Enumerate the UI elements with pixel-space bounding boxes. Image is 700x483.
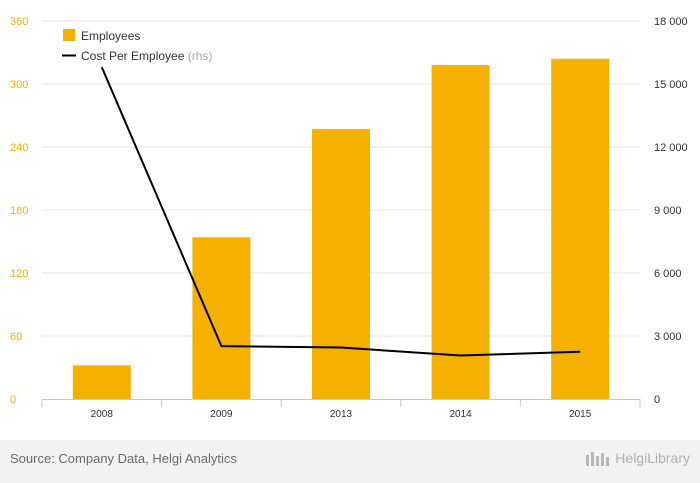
x-tick-label: 2013 xyxy=(330,409,353,420)
x-tick-label: 2014 xyxy=(449,409,472,420)
y-left-tick-label: 360 xyxy=(10,16,28,28)
y-left-tick-label: 120 xyxy=(10,268,28,280)
brand-name: HelgiLibrary xyxy=(615,450,690,466)
y-right-tick-label: 0 xyxy=(654,394,660,406)
bar xyxy=(312,129,370,399)
y-right-tick-label: 15 000 xyxy=(654,79,688,91)
legend-swatch-employees xyxy=(63,29,75,41)
footer: Source: Company Data, Helgi Analytics He… xyxy=(0,440,700,483)
y-left-tick-label: 0 xyxy=(10,394,16,406)
bar xyxy=(551,58,610,400)
y-right-tick-label: 18 000 xyxy=(654,16,688,28)
y-left-tick-label: 180 xyxy=(10,205,28,217)
brand-logo: HelgiLibrary xyxy=(585,449,690,467)
y-right-tick-label: 12 000 xyxy=(654,142,688,154)
y-left-tick-label: 60 xyxy=(10,331,22,343)
line-series xyxy=(100,66,581,357)
y-right-tick-label: 9 000 xyxy=(654,205,682,217)
x-tick-label: 2015 xyxy=(569,409,592,420)
y-right-tick-label: 3 000 xyxy=(654,331,682,343)
source-text: Source: Company Data, Helgi Analytics xyxy=(10,451,237,466)
bar xyxy=(192,237,251,399)
x-tick-label: 2009 xyxy=(210,409,233,420)
legend-label-employees: Employees xyxy=(81,29,140,43)
legend-label-cost-suffix: (rhs) xyxy=(188,49,213,63)
y-right-tick-label: 6 000 xyxy=(654,268,682,280)
chart-svg: 0 0 60 3 000 120 6 000 180 9 000 240 12 000 300 15 … xyxy=(10,16,688,420)
legend-label-cost: Cost Per Employee (rhs) xyxy=(81,49,212,63)
library-icon xyxy=(586,452,610,466)
bar xyxy=(431,65,490,399)
x-tick-label: 2008 xyxy=(91,409,114,420)
bar xyxy=(72,365,131,399)
legend-label-cost-name: Cost Per Employee xyxy=(81,49,188,63)
y-left-tick-label: 300 xyxy=(10,79,28,91)
y-left-tick-label: 240 xyxy=(10,142,28,154)
